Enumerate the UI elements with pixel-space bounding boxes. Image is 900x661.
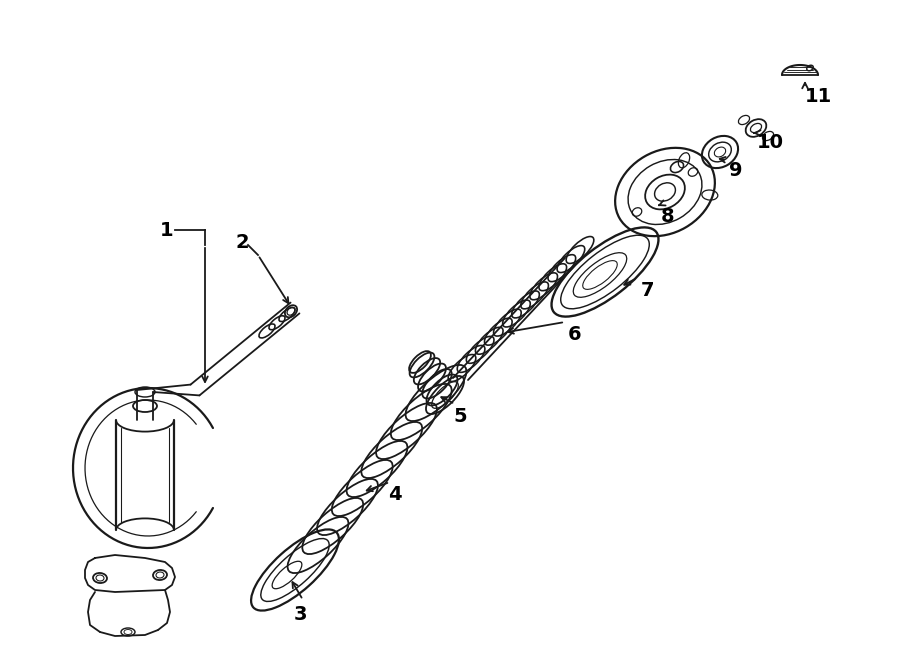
Text: 1: 1 xyxy=(160,221,174,239)
Text: 7: 7 xyxy=(641,280,655,299)
Text: 9: 9 xyxy=(729,161,742,180)
Text: 2: 2 xyxy=(235,233,248,253)
Text: 11: 11 xyxy=(805,87,832,106)
Text: 3: 3 xyxy=(293,605,307,623)
Text: 6: 6 xyxy=(568,325,581,344)
Text: 5: 5 xyxy=(454,407,467,426)
Text: 10: 10 xyxy=(757,134,784,153)
Text: 8: 8 xyxy=(662,206,675,225)
Text: 4: 4 xyxy=(388,485,401,504)
